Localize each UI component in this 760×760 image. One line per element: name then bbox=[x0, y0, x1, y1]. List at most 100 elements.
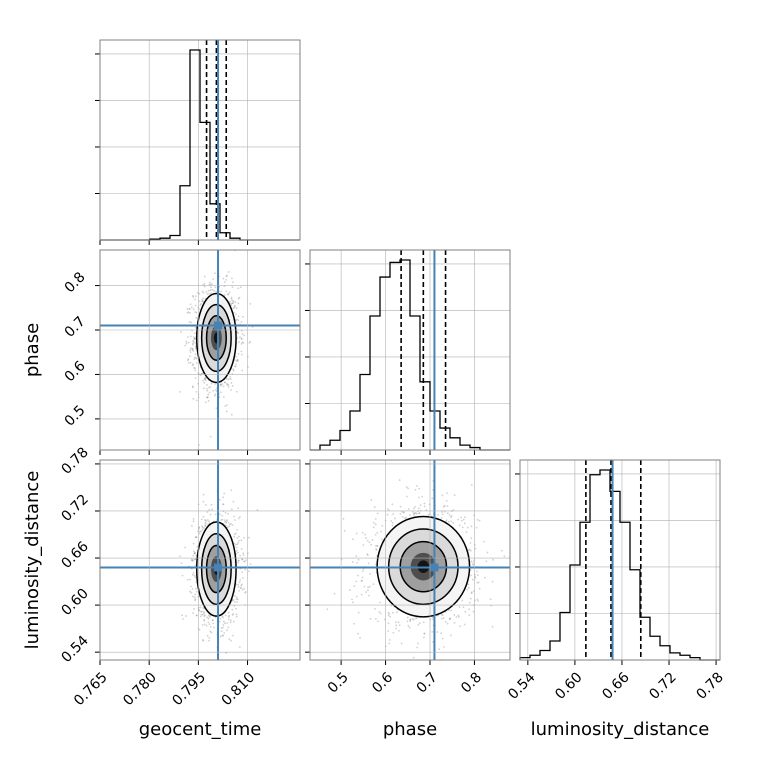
sample-point bbox=[194, 564, 197, 567]
sample-point bbox=[469, 597, 472, 600]
sample-point bbox=[405, 486, 408, 489]
sample-point bbox=[206, 384, 208, 386]
sample-point bbox=[236, 359, 239, 361]
sample-point bbox=[203, 275, 206, 278]
sample-point bbox=[375, 549, 378, 551]
sample-point bbox=[207, 393, 210, 396]
sample-point bbox=[199, 304, 202, 306]
sample-point bbox=[232, 634, 234, 637]
sample-point bbox=[414, 505, 417, 508]
sample-point bbox=[187, 336, 189, 338]
sample-point bbox=[459, 625, 462, 628]
sample-point bbox=[215, 407, 218, 410]
sample-point bbox=[225, 279, 227, 281]
sample-point bbox=[209, 289, 212, 292]
sample-point bbox=[474, 577, 477, 579]
sample-point bbox=[190, 321, 193, 324]
y-tick-label: 0.66 bbox=[58, 538, 91, 571]
sample-point bbox=[227, 615, 230, 618]
sample-point bbox=[367, 589, 369, 592]
sample-point bbox=[189, 303, 192, 306]
sample-point bbox=[191, 343, 194, 346]
sample-point bbox=[204, 379, 207, 382]
sample-point bbox=[189, 578, 191, 581]
sample-point bbox=[198, 527, 201, 529]
sample-point bbox=[470, 484, 473, 486]
sample-point bbox=[445, 499, 448, 502]
sample-point bbox=[206, 396, 209, 399]
sample-point bbox=[237, 287, 240, 290]
sample-point bbox=[212, 278, 215, 281]
sample-point bbox=[441, 637, 444, 640]
sample-point bbox=[245, 559, 247, 562]
sample-point bbox=[200, 530, 202, 533]
sample-point bbox=[387, 611, 390, 614]
sample-point bbox=[406, 620, 409, 623]
contour-line bbox=[205, 315, 227, 361]
truth-marker bbox=[214, 321, 223, 330]
sample-point bbox=[231, 385, 234, 387]
sample-point bbox=[233, 515, 235, 518]
sample-point bbox=[187, 361, 190, 364]
sample-point bbox=[238, 539, 240, 542]
sample-point bbox=[230, 302, 233, 305]
sample-point bbox=[386, 513, 389, 516]
sample-point bbox=[489, 598, 492, 601]
sample-point bbox=[471, 563, 474, 565]
sample-point bbox=[219, 383, 222, 386]
sample-point bbox=[366, 554, 369, 557]
sample-point bbox=[397, 621, 400, 624]
sample-point bbox=[228, 614, 231, 617]
sample-point bbox=[194, 576, 197, 579]
sample-point bbox=[220, 391, 222, 394]
sample-point bbox=[240, 350, 243, 353]
sample-point bbox=[228, 301, 231, 303]
sample-point bbox=[195, 536, 197, 538]
sample-point bbox=[203, 623, 206, 626]
sample-point bbox=[214, 393, 217, 396]
sample-point bbox=[478, 587, 481, 590]
sample-point bbox=[466, 526, 469, 529]
sample-point bbox=[381, 538, 383, 541]
sample-point bbox=[362, 544, 365, 546]
histogram-geocent_time bbox=[100, 49, 300, 241]
sample-point bbox=[203, 378, 206, 380]
sample-point bbox=[449, 634, 452, 637]
sample-point bbox=[192, 550, 195, 553]
sample-point bbox=[470, 537, 473, 539]
sample-point bbox=[200, 302, 203, 305]
sample-point bbox=[194, 356, 196, 359]
sample-point bbox=[194, 598, 197, 601]
sample-point bbox=[198, 292, 201, 295]
sample-point bbox=[204, 297, 207, 300]
sample-point bbox=[204, 377, 206, 380]
sample-point bbox=[209, 625, 212, 628]
sample-point bbox=[463, 522, 466, 525]
sample-point bbox=[391, 503, 394, 506]
sample-point bbox=[231, 302, 234, 304]
x-tick-label: 0.780 bbox=[120, 669, 160, 709]
sample-point bbox=[236, 318, 238, 321]
sample-point bbox=[423, 632, 426, 635]
sample-point bbox=[379, 612, 382, 615]
sample-point bbox=[452, 509, 455, 511]
sample-point bbox=[221, 383, 224, 386]
sample-point bbox=[357, 632, 359, 635]
sample-point bbox=[458, 606, 461, 609]
sample-point bbox=[192, 349, 195, 352]
sample-point bbox=[193, 596, 196, 599]
sample-point bbox=[203, 285, 206, 288]
sample-point bbox=[209, 513, 212, 516]
sample-point bbox=[200, 610, 202, 613]
sample-point bbox=[184, 546, 187, 549]
sample-point bbox=[202, 611, 205, 613]
sample-point bbox=[370, 498, 373, 501]
sample-point bbox=[470, 591, 473, 594]
sample-point bbox=[392, 513, 395, 516]
sample-point bbox=[374, 533, 377, 536]
sample-point bbox=[222, 496, 225, 499]
sample-point bbox=[492, 558, 494, 561]
sample-point bbox=[468, 601, 471, 604]
sample-point bbox=[462, 518, 465, 521]
sample-point bbox=[194, 332, 196, 335]
